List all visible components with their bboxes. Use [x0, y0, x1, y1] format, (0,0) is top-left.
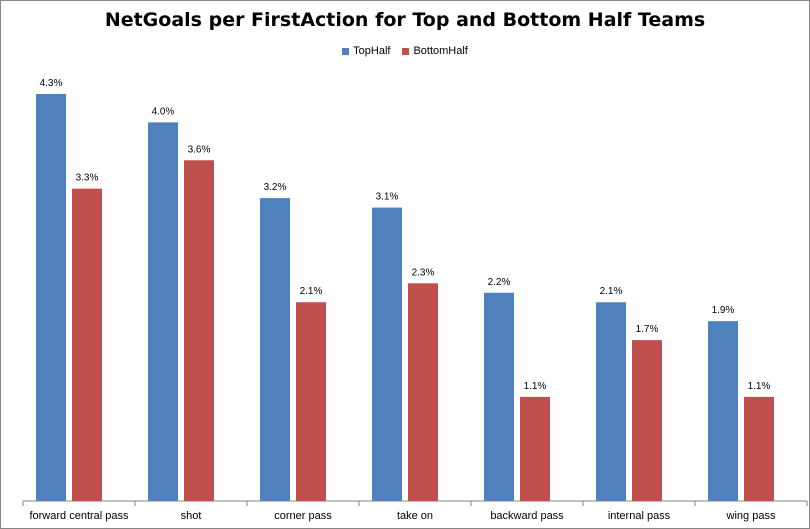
bar-tophalf-4 [484, 292, 514, 501]
x-tick-label-1: shot [181, 510, 202, 522]
data-label-tophalf-0: 4.3% [40, 78, 63, 89]
bar-bottomhalf-5 [632, 340, 662, 501]
bar-bottomhalf-6 [744, 396, 774, 501]
x-tick-label-0: forward central pass [29, 510, 129, 522]
data-label-bottomhalf-3: 2.3% [412, 267, 435, 278]
legend-item-tophalf: TopHalf [342, 45, 390, 57]
chart-title: NetGoals per FirstAction for Top and Bot… [104, 9, 706, 31]
legend: TopHalf BottomHalf [1, 45, 809, 57]
data-label-bottomhalf-5: 1.7% [636, 324, 659, 335]
data-label-bottomhalf-6: 1.1% [748, 381, 771, 392]
bar-tophalf-6 [708, 321, 738, 501]
bar-bottomhalf-4 [520, 396, 550, 501]
data-label-tophalf-4: 2.2% [488, 277, 511, 288]
x-tick-label-4: backward pass [490, 510, 564, 522]
bar-tophalf-0 [36, 94, 66, 501]
legend-swatch-tophalf [342, 47, 350, 55]
bar-tophalf-3 [372, 207, 402, 501]
x-tick-label-5: internal pass [608, 510, 671, 522]
data-label-bottomhalf-0: 3.3% [76, 173, 99, 184]
bar-bottomhalf-2 [296, 302, 326, 501]
data-label-bottomhalf-4: 1.1% [524, 381, 547, 392]
bar-tophalf-5 [596, 302, 626, 501]
data-label-bottomhalf-1: 3.6% [188, 144, 211, 155]
bar-bottomhalf-0 [72, 188, 102, 501]
bar-bottomhalf-1 [184, 160, 214, 502]
x-tick-label-6: wing pass [726, 510, 776, 522]
legend-label-bottomhalf: BottomHalf [413, 45, 468, 57]
data-label-tophalf-2: 3.2% [264, 182, 287, 193]
x-tick-label-2: corner pass [274, 510, 332, 522]
data-label-tophalf-5: 2.1% [600, 286, 623, 297]
legend-swatch-bottomhalf [402, 47, 410, 55]
x-tick-label-3: take on [397, 510, 433, 522]
data-label-tophalf-3: 3.1% [376, 192, 399, 203]
data-label-bottomhalf-2: 2.1% [300, 286, 323, 297]
data-label-tophalf-6: 1.9% [712, 305, 735, 316]
legend-label-tophalf: TopHalf [353, 45, 391, 57]
bar-bottomhalf-3 [408, 283, 438, 501]
bar-tophalf-2 [260, 198, 290, 501]
legend-item-bottomhalf: BottomHalf [402, 45, 468, 57]
data-label-tophalf-1: 4.0% [152, 106, 175, 117]
bar-tophalf-1 [148, 122, 178, 501]
